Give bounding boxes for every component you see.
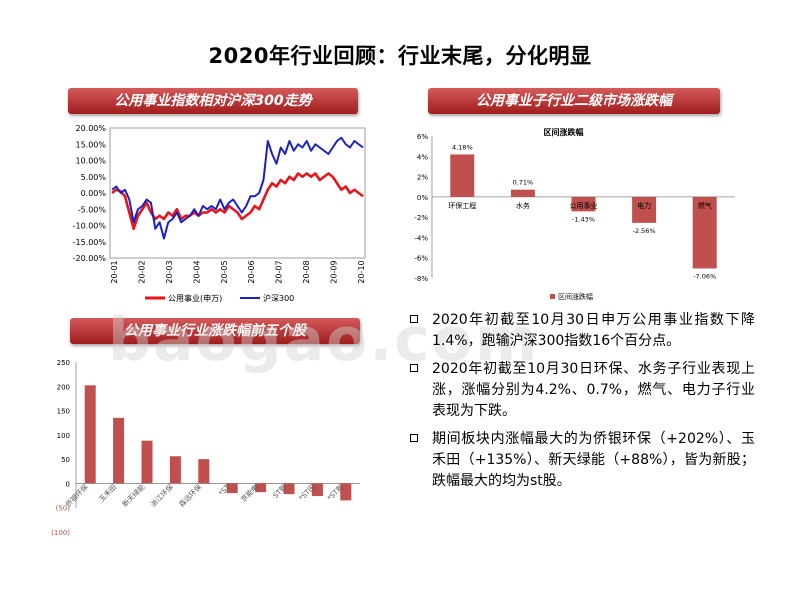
bar — [571, 196, 596, 212]
subsector-bar-chart: 区间涨跌幅 6% 4% 2% 0% -2% -4% -6% -8% 4.18% 环保工程 0.71% 水… — [414, 127, 735, 301]
bar — [510, 189, 535, 197]
legend-label: 区间涨跌幅 — [558, 292, 593, 301]
trend-line-chart: 20.00% 15.00% 10.00% 5.00% 0.00% -5.00% -10.00… — [73, 124, 366, 303]
square-bullet-icon — [410, 364, 418, 372]
bar — [255, 483, 267, 493]
y-tick-label: 0.00% — [81, 189, 107, 198]
y-tick-label: 15.00% — [75, 140, 106, 149]
y-tick-label: -15.00% — [73, 238, 107, 247]
data-label: -7.06% — [693, 272, 716, 280]
banner-top5: 公用事业行业涨跌幅前五个股 — [70, 318, 360, 344]
bullet-list: 2020年初截至10月30日申万公用事业指数下降1.4%，跑输沪深300指数16… — [410, 310, 755, 499]
x-tick-label: 20-01 — [110, 260, 119, 283]
bullet-text: 2020年初截至10月30日环保、水务子行业表现上涨，涨幅分别为4.2%、0.7… — [432, 361, 755, 419]
y-tick-label: 2% — [417, 174, 428, 182]
bullet-item: 期间板块内涨幅最大的为侨银环保（+202%）、玉禾田（+135%）、新天绿能（+… — [410, 429, 755, 492]
x-tick-label: 环保工程 — [448, 201, 476, 210]
y-tick-label: 50 — [61, 456, 70, 464]
y-tick-label: 200 — [57, 383, 70, 391]
legend-label: 公用事业(申万) — [168, 293, 222, 303]
y-tick-label: -20.00% — [73, 254, 107, 263]
banner-subsector: 公用事业子行业二级市场涨跌幅 — [428, 88, 720, 114]
bar — [283, 483, 295, 495]
y-tick-label: 0% — [417, 194, 428, 202]
x-tick-label: 公用事业 — [570, 201, 598, 210]
y-tick-label: 6% — [417, 133, 428, 141]
subsector-chart: 区间涨跌幅 6% 4% 2% 0% -2% -4% -6% -8% 4.18% 环保工程 0.71% 水… — [400, 122, 760, 308]
y-tick-label: 0 — [66, 480, 70, 488]
bullet-text: 期间板块内涨幅最大的为侨银环保（+202%）、玉禾田（+135%）、新天绿能（+… — [432, 431, 755, 489]
x-tick-label: 20-06 — [247, 260, 256, 283]
y-tick-label: 250 — [57, 359, 70, 367]
bar — [632, 196, 657, 223]
x-tick-label: 玉禾田 — [98, 483, 119, 504]
square-bullet-icon — [410, 315, 418, 323]
bar — [226, 483, 238, 494]
data-label: -2.56% — [633, 227, 656, 235]
x-tick-label: 20-10 — [357, 260, 366, 283]
x-tick-label: 森远环保 — [177, 482, 203, 508]
y-tick-label: 4% — [417, 153, 428, 161]
chart-title: 区间涨跌幅 — [544, 127, 584, 137]
data-label: -1.43% — [572, 215, 595, 223]
bullet-item: 2020年初截至10月30日申万公用事业指数下降1.4%，跑输沪深300指数16… — [410, 310, 755, 352]
bullet-text: 2020年初截至10月30日申万公用事业指数下降1.4%，跑输沪深300指数16… — [432, 312, 755, 349]
banner-trend: 公用事业指数相对沪深300走势 — [68, 88, 358, 114]
x-tick-label: 20-09 — [330, 260, 339, 283]
y-tick-label: 100 — [57, 432, 70, 440]
top5-chart: 250 200 150 100 50 0 (50) (100) 侨银环保 玉禾田 新天绿能 浙江环保森… — [30, 350, 370, 540]
x-tick-label: 20-02 — [137, 260, 146, 283]
legend-label: 沪深300 — [263, 293, 294, 303]
data-label: 0.71% — [513, 179, 534, 187]
bar — [692, 196, 717, 269]
x-tick-label: 新天绿能 — [120, 482, 146, 508]
x-tick-label: 电力 — [637, 201, 651, 210]
y-tick-label: 5.00% — [81, 173, 107, 182]
x-tick-label: 浙江环保 — [149, 482, 175, 508]
top5-bar-chart: 250200150100500(50)(100)侨银环保 玉禾田 新天绿能 浙江环保森… — [51, 359, 360, 537]
x-tick-label: 20-05 — [220, 260, 229, 283]
trend-chart: 20.00% 15.00% 10.00% 5.00% 0.00% -5.00% -10.00… — [60, 118, 380, 308]
square-bullet-icon — [410, 434, 418, 442]
bar — [450, 154, 475, 197]
plot-frame — [109, 127, 366, 259]
series-line-csi300 — [111, 136, 364, 240]
x-tick-label: 20-03 — [165, 260, 174, 283]
bar — [84, 385, 96, 484]
x-tick-label: 20-08 — [302, 260, 311, 283]
x-tick-label: 20-04 — [192, 260, 201, 283]
y-tick-label: -6% — [414, 255, 428, 263]
y-tick-label: 150 — [57, 408, 70, 416]
bar — [141, 440, 153, 484]
y-tick-label: 10.00% — [75, 157, 106, 166]
page-title: 2020年行业回顾：行业末尾，分化明显 — [208, 44, 592, 68]
x-tick-label: 燃气 — [698, 201, 712, 210]
y-tick-label: 20.00% — [75, 124, 106, 133]
legend-swatch — [550, 294, 555, 299]
x-tick-label: 水务 — [516, 201, 530, 210]
y-tick-label: -8% — [414, 275, 428, 283]
y-tick-label: (50) — [56, 505, 71, 513]
y-tick-label: -4% — [414, 234, 428, 242]
bar — [198, 459, 210, 484]
x-tick-label: 20-07 — [275, 260, 284, 283]
y-tick-label: -2% — [414, 214, 428, 222]
bar — [169, 456, 181, 484]
bar — [113, 417, 125, 484]
y-tick-label: -10.00% — [73, 222, 107, 231]
y-tick-label: -5.00% — [78, 205, 107, 214]
bullet-item: 2020年初截至10月30日环保、水务子行业表现上涨，涨幅分别为4.2%、0.7… — [410, 359, 755, 422]
bar — [311, 483, 323, 497]
bar — [340, 483, 352, 501]
data-label: 4.18% — [452, 143, 473, 151]
y-tick-label: (100) — [51, 529, 70, 537]
x-tick-label: 京能电 — [239, 482, 260, 503]
